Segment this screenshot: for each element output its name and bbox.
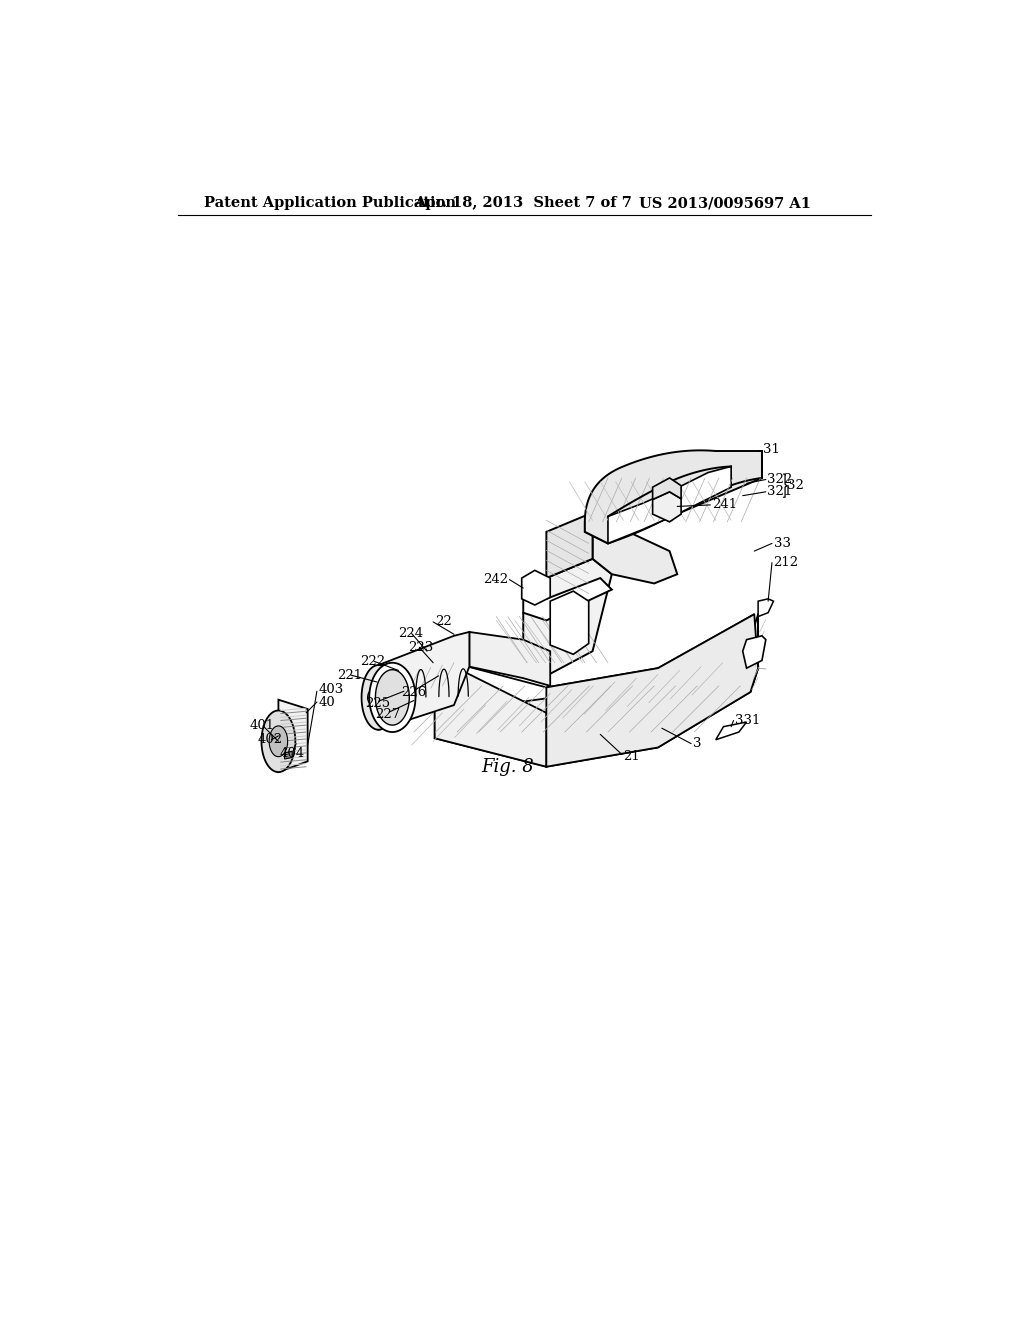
Polygon shape [379,632,469,730]
Text: 22: 22 [435,615,452,628]
Polygon shape [716,722,746,739]
Text: 403: 403 [318,684,344,696]
Polygon shape [279,700,307,772]
Text: 32: 32 [786,479,804,492]
Text: 402: 402 [258,733,283,746]
Polygon shape [593,512,677,583]
Polygon shape [521,570,550,605]
Text: 224: 224 [398,627,424,640]
Text: 221: 221 [337,668,362,681]
Polygon shape [742,636,766,668]
Text: 40: 40 [318,696,335,709]
Text: 227: 227 [376,708,400,721]
Polygon shape [435,659,438,738]
Text: 242: 242 [482,573,508,586]
Text: 331: 331 [735,714,761,727]
Text: 223: 223 [408,640,433,653]
Polygon shape [361,665,395,730]
Polygon shape [652,478,681,499]
Polygon shape [370,663,416,733]
Polygon shape [608,466,731,544]
Polygon shape [435,659,547,767]
Text: 33: 33 [773,537,791,550]
Text: 212: 212 [773,556,799,569]
Text: 226: 226 [401,685,427,698]
Text: Patent Application Publication: Patent Application Publication [204,197,456,210]
Polygon shape [523,558,611,676]
Polygon shape [585,450,762,544]
Polygon shape [469,632,550,686]
Text: 404: 404 [280,747,304,760]
Polygon shape [261,710,295,772]
Text: 241: 241 [712,499,737,511]
Text: Fig. 8: Fig. 8 [481,758,535,776]
Polygon shape [269,726,288,756]
Text: 225: 225 [365,697,390,710]
Polygon shape [368,686,389,708]
Text: US 2013/0095697 A1: US 2013/0095697 A1 [639,197,811,210]
Text: Apr. 18, 2013  Sheet 7 of 7: Apr. 18, 2013 Sheet 7 of 7 [414,197,632,210]
Text: 3: 3 [692,737,701,750]
Polygon shape [758,599,773,616]
Polygon shape [550,591,589,655]
Polygon shape [523,578,611,620]
Polygon shape [547,614,758,767]
Polygon shape [285,751,292,759]
Polygon shape [376,669,410,725]
Text: 21: 21 [624,750,640,763]
Text: 222: 222 [360,655,385,668]
Polygon shape [585,451,762,544]
Text: 321: 321 [767,486,793,499]
Polygon shape [435,668,758,767]
Text: 31: 31 [764,444,780,455]
Polygon shape [547,512,593,578]
Text: 401: 401 [250,719,275,733]
Text: 322: 322 [767,473,793,486]
Polygon shape [652,492,681,521]
Polygon shape [751,614,758,692]
